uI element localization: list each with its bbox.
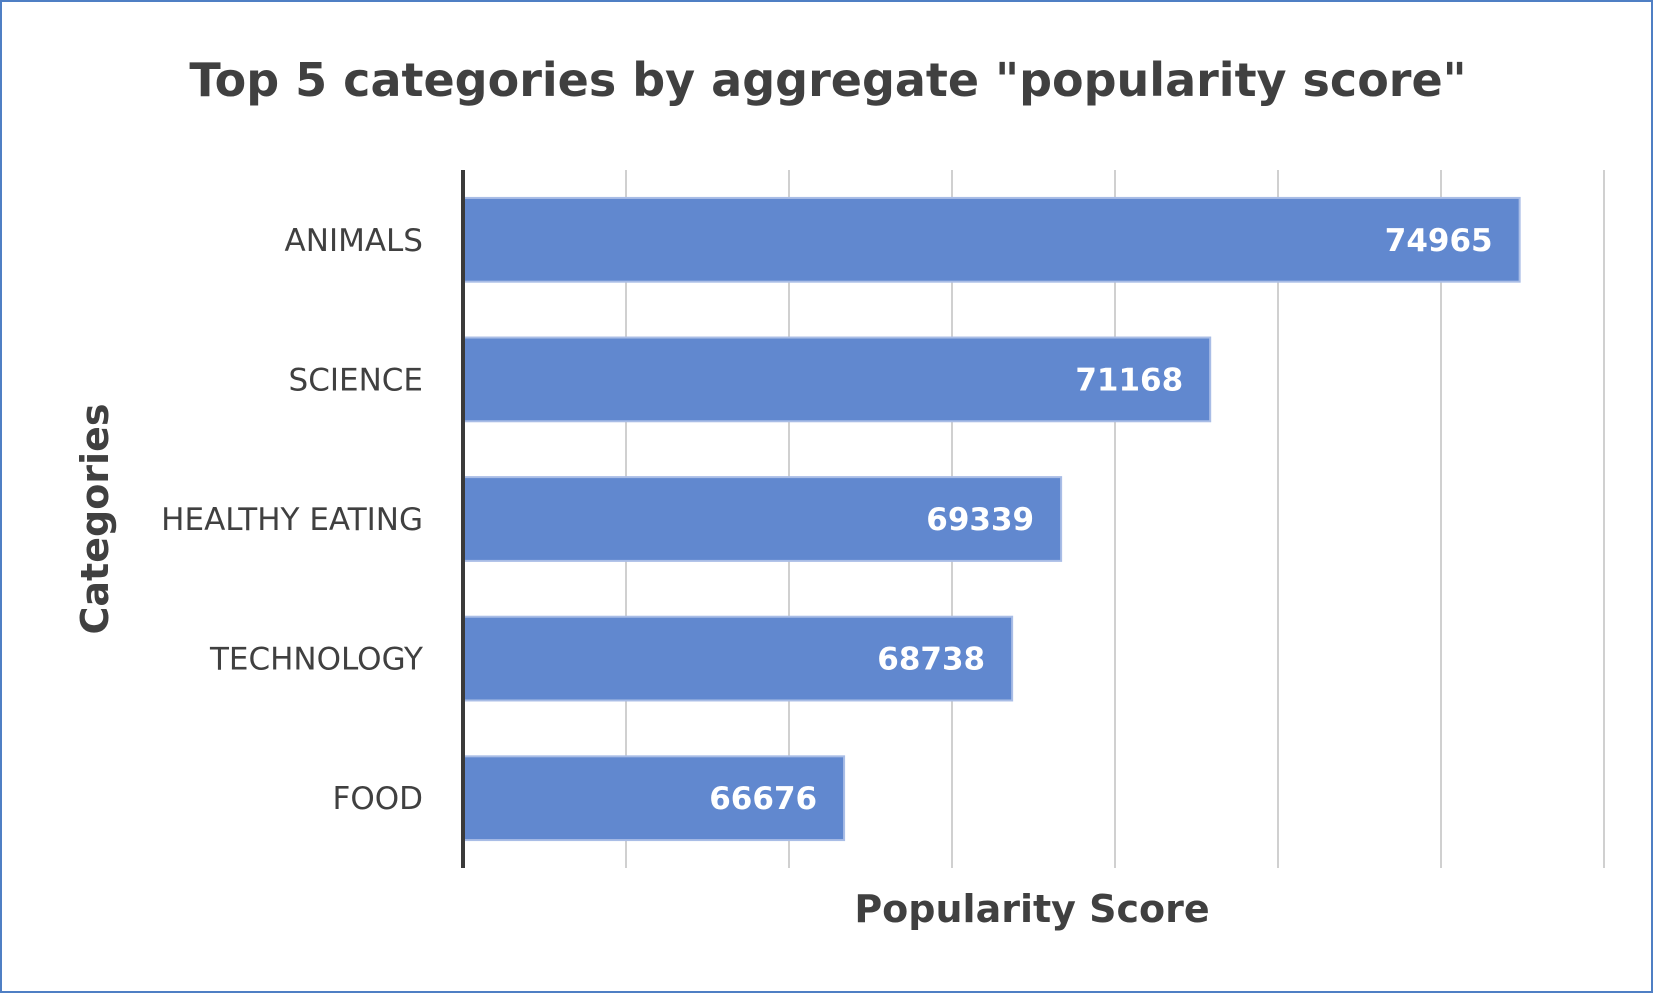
- category-label: TECHNOLOGY: [209, 642, 423, 678]
- category-labels: ANIMALS SCIENCE HEALTHY EATING TECHNOLOGY FO…: [161, 223, 423, 817]
- bar-value-label: 66676: [709, 781, 817, 817]
- category-label: HEALTHY EATING: [161, 502, 423, 538]
- bar-value-label: 71168: [1075, 362, 1183, 398]
- bar-value-label: 68738: [877, 642, 985, 678]
- bars: 74965 71168 69339 68738 66676: [462, 196, 1521, 842]
- category-label: SCIENCE: [289, 362, 423, 398]
- bar: [462, 476, 1063, 562]
- category-label: FOOD: [332, 781, 423, 817]
- bar: [462, 615, 1014, 702]
- category-label: ANIMALS: [285, 223, 423, 259]
- bar: [462, 196, 1521, 283]
- chart-title: Top 5 categories by aggregate "popularit…: [189, 53, 1466, 107]
- bar-value-label: 74965: [1385, 223, 1493, 259]
- y-axis-title: Categories: [73, 404, 117, 635]
- bar-value-label: 69339: [926, 502, 1034, 538]
- x-axis-title: Popularity Score: [854, 887, 1209, 931]
